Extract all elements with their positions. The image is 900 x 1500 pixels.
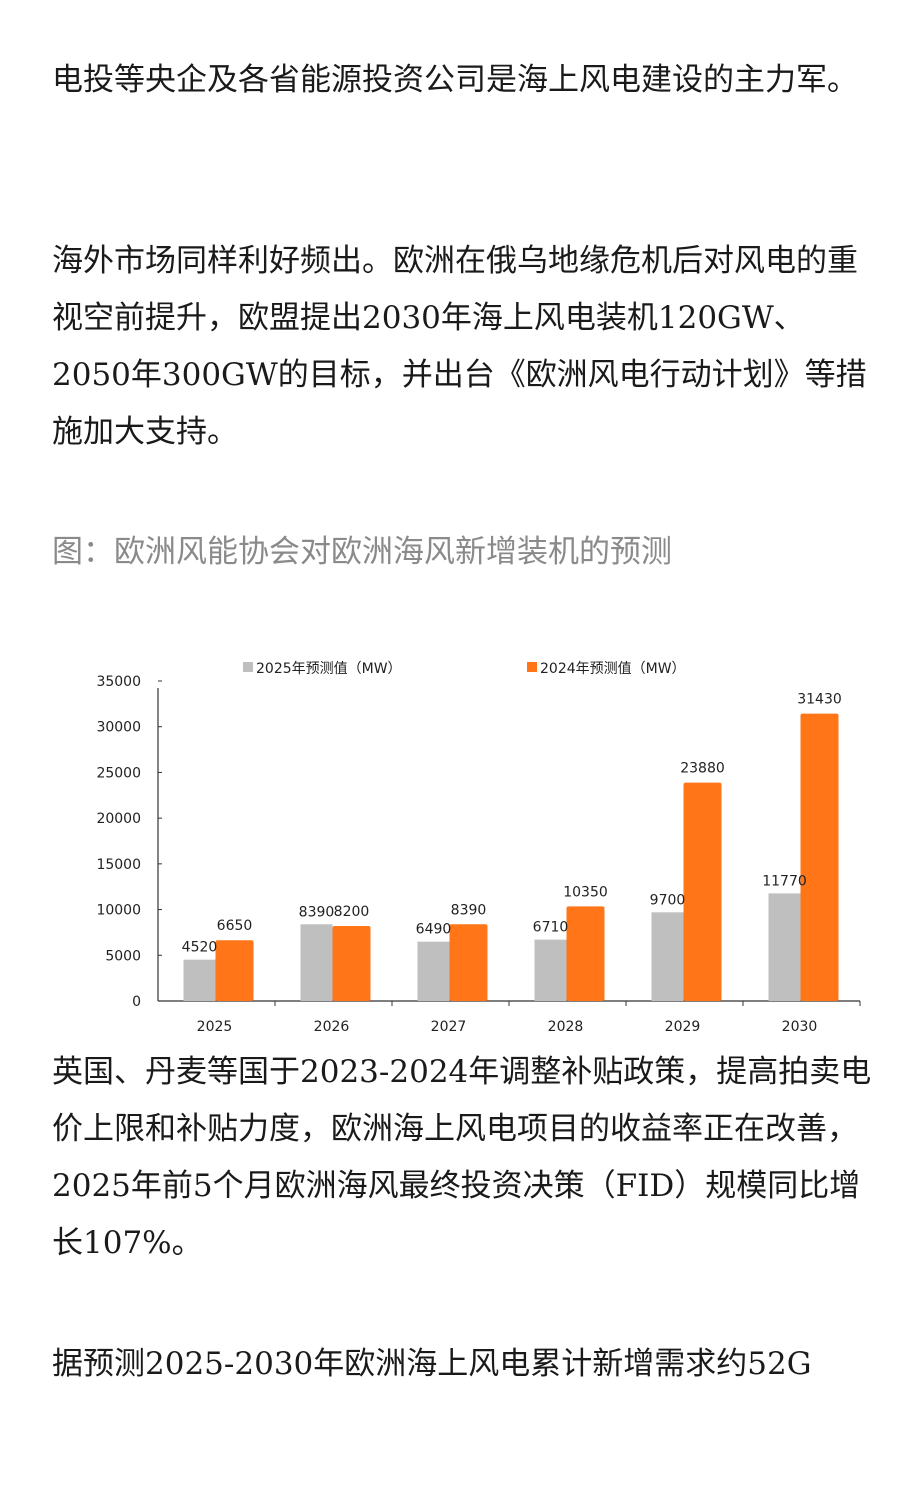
data-label-2025: 6710 — [533, 920, 569, 936]
data-label-2024: 23880 — [680, 761, 725, 777]
y-tick-label: 10000 — [96, 903, 141, 919]
bar-2024-forecast — [566, 906, 605, 1001]
data-label-2025: 6490 — [416, 922, 452, 938]
paragraph-1: 电投等央企及各省能源投资公司是海上风电建设的主力军。 — [52, 62, 858, 98]
paragraph-3: 英国、丹麦等国于2023-2024年调整补贴政策，提高拍卖电价上限和补贴力度，欧… — [52, 1054, 872, 1261]
bar-2025-forecast — [183, 959, 216, 1001]
y-tick-label: 30000 — [96, 720, 141, 736]
y-tick-label: 0 — [132, 994, 141, 1010]
bar-2025-forecast — [534, 939, 567, 1001]
data-label-2024: 10350 — [563, 884, 608, 900]
bar-chart: 2025年预测值（MW） 2024年预测值（MW） 0 5000 10000 15000 2… — [80, 640, 880, 1040]
y-tick-label: 25000 — [96, 765, 141, 781]
y-tick-label: 20000 — [96, 811, 141, 827]
bar-2025-forecast — [768, 893, 801, 1001]
data-label-2024: 31430 — [797, 692, 842, 708]
x-tick-label: 2025 — [197, 1019, 233, 1035]
data-label-2024: 8390 — [451, 902, 487, 918]
x-tick-label: 2028 — [548, 1019, 584, 1035]
data-label-2024: 6650 — [217, 918, 253, 934]
bar-2024-forecast — [449, 924, 488, 1001]
paragraph-2: 海外市场同样利好频出。欧洲在俄乌地缘危机后对风电的重视空前提升，欧盟提出2030… — [52, 243, 867, 450]
bar-2025-forecast — [651, 912, 684, 1001]
legend-label-2025: 2025年预测值（MW） — [256, 661, 402, 677]
legend-swatch-2024 — [527, 662, 537, 672]
bar-2024-forecast — [683, 782, 722, 1001]
y-tick-label: 15000 — [96, 857, 141, 873]
legend-swatch-2025 — [243, 662, 253, 672]
paragraph-4: 据预测2025-2030年欧洲海上风电累计新增需求约52G — [52, 1346, 812, 1382]
x-tick-label: 2027 — [431, 1019, 467, 1035]
data-label-2025: 8390 — [299, 904, 335, 920]
y-tick-label: 5000 — [105, 948, 141, 964]
bar-2024-forecast — [332, 926, 371, 1001]
data-label-2024: 8200 — [334, 904, 370, 920]
data-label-2025: 11770 — [762, 873, 807, 889]
x-tick-label: 2026 — [314, 1019, 350, 1035]
x-tick-label: 2030 — [782, 1019, 818, 1035]
figure-caption: 图：欧洲风能协会对欧洲海风新增装机的预测 — [52, 534, 672, 570]
bar-2025-forecast — [300, 924, 333, 1001]
bar-2024-forecast — [800, 713, 839, 1001]
data-label-2025: 9700 — [650, 892, 686, 908]
bar-2024-forecast — [215, 940, 254, 1001]
bar-2025-forecast — [417, 941, 450, 1001]
y-tick-label: 35000 — [96, 674, 141, 690]
chart-svg: 2025年预测值（MW） 2024年预测值（MW） 0 5000 10000 15000 2… — [96, 661, 861, 1035]
legend-label-2024: 2024年预测值（MW） — [540, 661, 686, 677]
data-label-2025: 4520 — [182, 940, 218, 956]
x-tick-label: 2029 — [665, 1019, 701, 1035]
